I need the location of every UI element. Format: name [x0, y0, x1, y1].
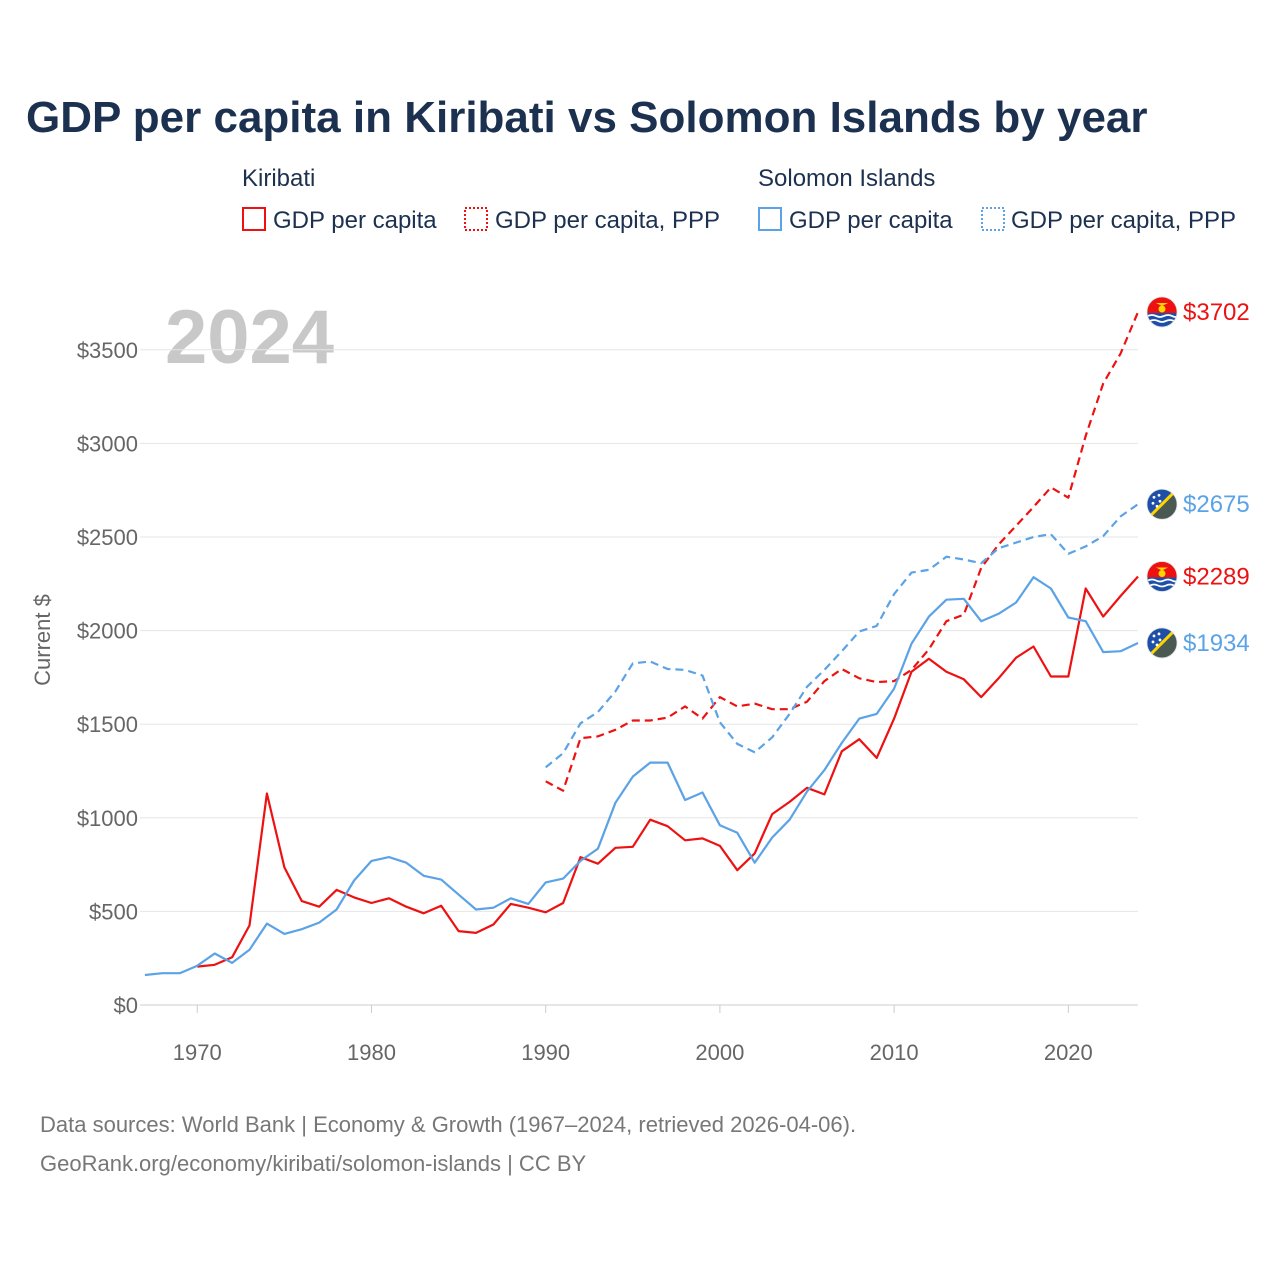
- flag-stripe: [1147, 489, 1177, 520]
- flag-sun: [1158, 305, 1166, 313]
- end-labels: $3702 $2675 $2289 $1934: [1146, 296, 1250, 659]
- flag-border: [1146, 488, 1178, 520]
- flag-sea: [1147, 312, 1177, 327]
- legend-solomon-gdp-swatch: [758, 207, 782, 231]
- flag-star: [1151, 640, 1155, 644]
- y-tick-label: $3500: [77, 338, 138, 363]
- legend-solomon-ppp-label: GDP per capita, PPP: [1011, 207, 1236, 234]
- flag-sun: [1158, 569, 1166, 577]
- legend-kiribati-title: Kiribati: [242, 165, 315, 192]
- y-tick-label: $2500: [77, 525, 138, 550]
- kiribati-flag-icon: [1147, 561, 1177, 592]
- legend-kiribati-ppp-label: GDP per capita, PPP: [495, 207, 720, 234]
- legend-solomon-title: Solomon Islands: [758, 165, 935, 192]
- y-tick-label: $0: [114, 993, 138, 1018]
- end-value-label: $2675: [1183, 491, 1250, 518]
- flag-wave: [1149, 319, 1175, 323]
- series-line-solomon-islands-gdp-per-capita: [144, 576, 1139, 977]
- legend-solomon-ppp-swatch: [981, 207, 1005, 231]
- legend-kiribati-ppp-swatch: [464, 207, 488, 231]
- x-tick-label: 1970: [173, 1040, 222, 1065]
- y-axis-title: Current $: [30, 594, 55, 686]
- x-tick-label: 2000: [695, 1040, 744, 1065]
- solomon-islands-flag-icon: [1147, 627, 1177, 658]
- legend-kiribati-gdp-swatch: [242, 207, 266, 231]
- y-tick-label: $1000: [77, 806, 138, 831]
- flag-wave: [1147, 314, 1177, 318]
- flag-bird: [1156, 567, 1168, 571]
- flag-star: [1158, 499, 1162, 503]
- flag-sea: [1147, 577, 1177, 592]
- footer-sources: Data sources: World Bank | Economy & Gro…: [40, 1112, 856, 1137]
- end-value-label: $1934: [1183, 630, 1250, 657]
- flag-border: [1146, 627, 1178, 659]
- solomon-islands-flag-icon: [1147, 489, 1177, 520]
- flag-star: [1151, 501, 1155, 505]
- y-tick-label: $1500: [77, 712, 138, 737]
- x-axis: 1970 1980 1990 2000 2010 2020: [173, 1005, 1093, 1065]
- legend-kiribati: Kiribati GDP per capita GDP per capita, …: [242, 165, 720, 234]
- y-tick-label: $3000: [77, 431, 138, 456]
- series-line-kiribati-gdp-per-capita: [197, 575, 1139, 968]
- flag-stripe: [1147, 627, 1177, 658]
- x-tick-label: 1980: [347, 1040, 396, 1065]
- y-axis: $0 $500 $1000 $1500 $2000 $2500 $3000 $3500: [77, 338, 138, 1018]
- series-line-solomon-islands-gdp-per-capita-ppp: [545, 503, 1139, 769]
- series-layer: [144, 311, 1140, 977]
- grid-layer: [140, 349, 1138, 1006]
- year-watermark: 2024: [165, 295, 334, 380]
- series-line-kiribati-gdp-per-capita-ppp: [545, 311, 1140, 792]
- end-value-label: $2289: [1183, 563, 1250, 590]
- flag-star: [1157, 632, 1161, 636]
- x-tick-label: 2020: [1044, 1040, 1093, 1065]
- flag-border: [1146, 561, 1178, 592]
- flag-star: [1155, 643, 1159, 647]
- flag-star: [1152, 634, 1156, 638]
- flag-star: [1152, 495, 1156, 499]
- y-tick-label: $500: [89, 899, 138, 924]
- chart-title: GDP per capita in Kiribati vs Solomon Is…: [26, 93, 1148, 142]
- legend-solomon-gdp-label: GDP per capita: [789, 207, 953, 234]
- footer-link[interactable]: GeoRank.org/economy/kiribati/solomon-isl…: [40, 1151, 586, 1176]
- flag-bird: [1156, 302, 1168, 306]
- flag-wave: [1147, 578, 1177, 583]
- flag-border: [1146, 296, 1178, 328]
- flag-star: [1155, 504, 1159, 508]
- flag-wave: [1149, 583, 1175, 588]
- flag-star: [1158, 638, 1162, 642]
- flag-star: [1157, 493, 1161, 497]
- legend-solomon: Solomon Islands GDP per capita GDP per c…: [758, 165, 1236, 234]
- legend-kiribati-gdp-label: GDP per capita: [273, 207, 437, 234]
- end-value-label: $3702: [1183, 299, 1250, 326]
- x-tick-label: 2010: [870, 1040, 919, 1065]
- x-tick-label: 1990: [521, 1040, 570, 1065]
- kiribati-flag-icon: [1147, 296, 1177, 327]
- y-tick-label: $2000: [77, 619, 138, 644]
